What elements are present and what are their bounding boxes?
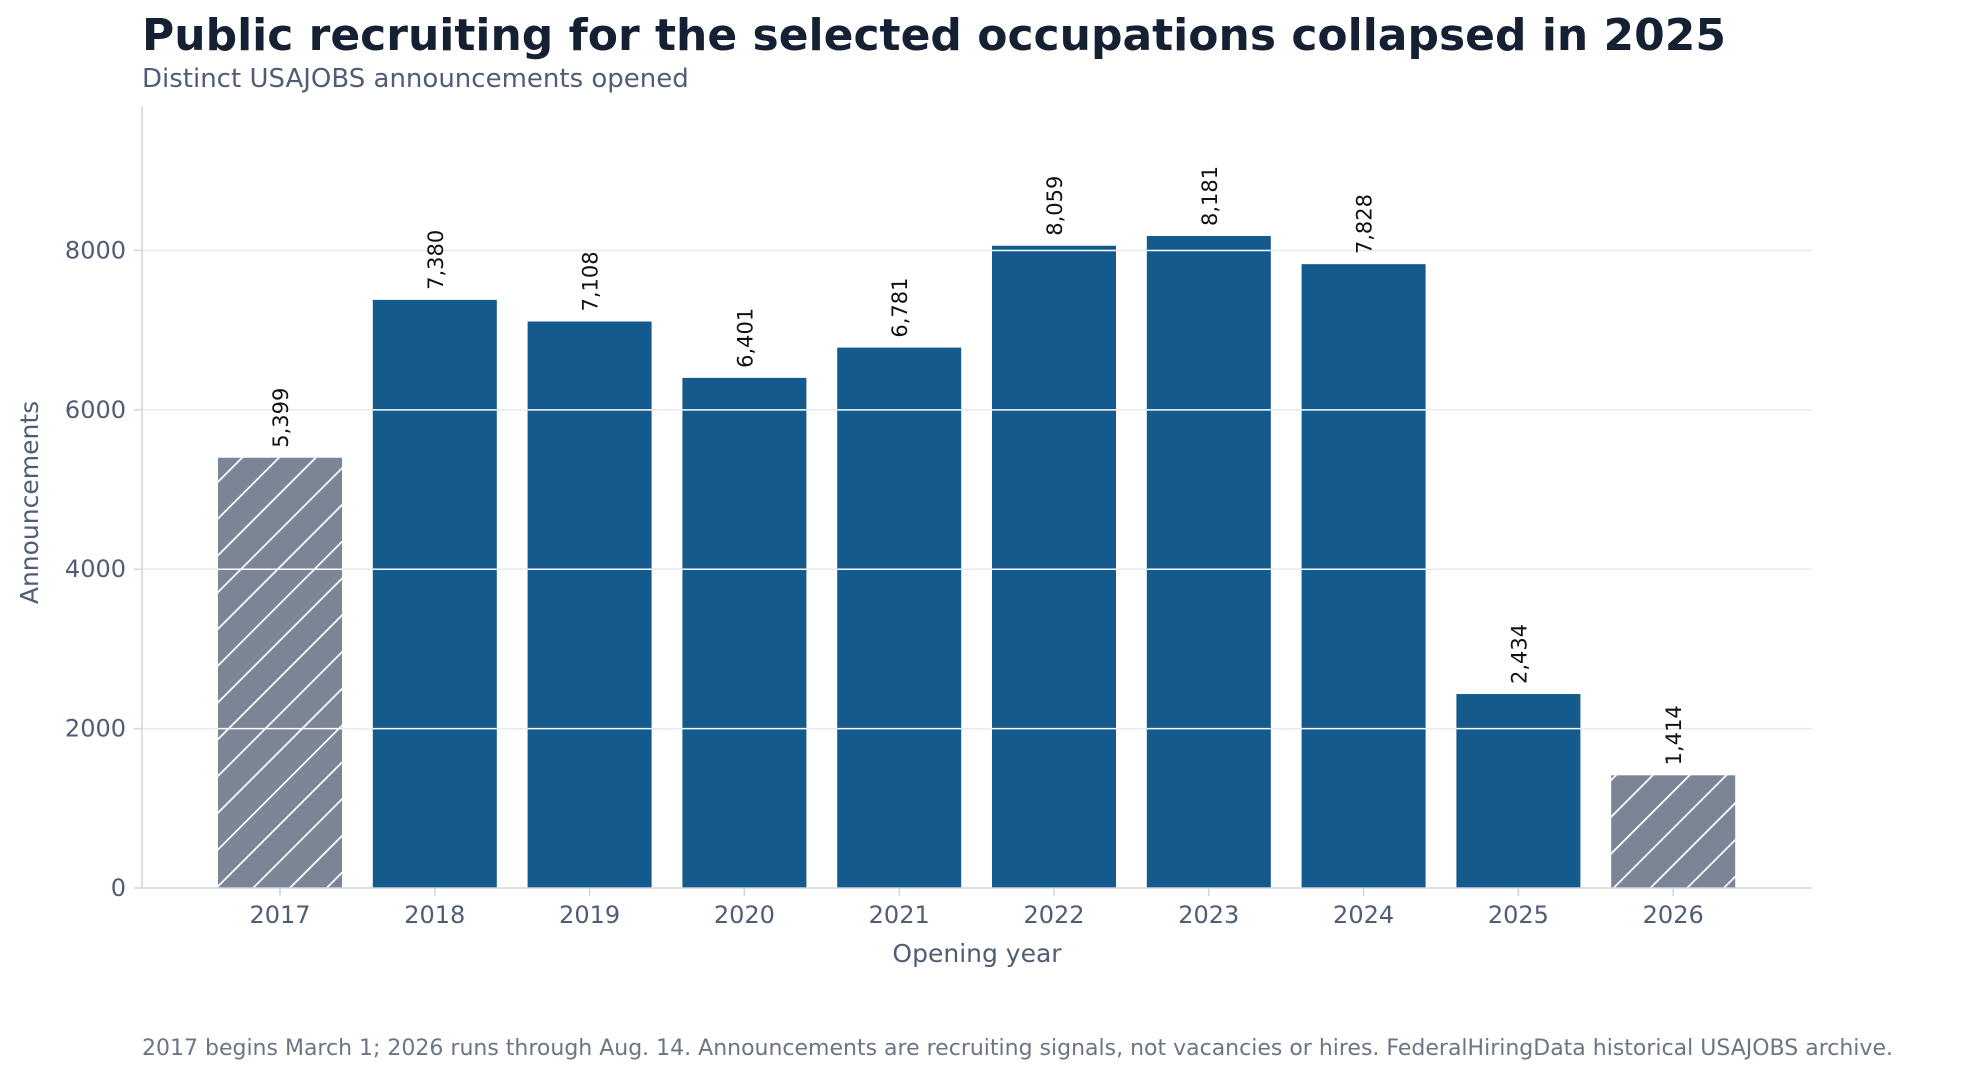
data-labels: 5,399 7,380 7,108 6,401 6,781 8,059 8,181 7,828… (269, 166, 1686, 765)
x-tick-label: 2025 (1488, 901, 1549, 929)
x-tick-label: 2017 (249, 901, 310, 929)
x-axis-title: Opening year (892, 939, 1062, 968)
y-tick-label: 2000 (65, 715, 126, 743)
bar-2021 (837, 347, 962, 888)
bar-2019 (527, 321, 652, 889)
x-tick-label: 2024 (1333, 901, 1394, 929)
y-tick-label: 0 (111, 874, 126, 902)
y-tick-label: 8000 (65, 236, 126, 264)
x-tick-label: 2020 (714, 901, 775, 929)
data-label-2025: 2,434 (1507, 624, 1531, 684)
footnote: 2017 begins March 1; 2026 runs through A… (142, 1036, 1893, 1061)
data-label-2026: 1,414 (1662, 705, 1686, 765)
bar-2026 (1611, 775, 1736, 888)
x-tick-label: 2018 (404, 901, 465, 929)
bars (218, 236, 1736, 889)
data-label-2017: 5,399 (269, 388, 293, 448)
data-label-2021: 6,781 (888, 277, 912, 337)
x-tick-label: 2023 (1178, 901, 1239, 929)
data-label-2019: 7,108 (579, 251, 603, 311)
chart-title: Public recruiting for the selected occup… (142, 10, 1727, 61)
x-tick-label: 2019 (559, 901, 620, 929)
axes (141, 107, 1812, 889)
bar-2022 (992, 245, 1116, 888)
chart-subtitle: Distinct USAJOBS announcements opened (142, 64, 689, 94)
x-tick-label: 2022 (1023, 901, 1084, 929)
ticks: 0 2000 4000 6000 8000 2017 2018 2019 2020 2021 202… (65, 236, 1704, 929)
y-tick-label: 6000 (65, 396, 126, 424)
data-label-2018: 7,380 (424, 230, 448, 290)
bar-2023 (1146, 236, 1271, 888)
bar-gridline-overlay (218, 249, 1581, 730)
data-label-2023: 8,181 (1198, 166, 1222, 226)
y-axis-title: Announcements (15, 401, 44, 604)
bar-2018 (372, 299, 497, 888)
bar-2024 (1301, 264, 1426, 888)
data-label-2022: 8,059 (1043, 176, 1067, 236)
data-label-2020: 6,401 (733, 308, 757, 368)
x-tick-label: 2026 (1643, 901, 1704, 929)
y-tick-label: 4000 (65, 555, 126, 583)
x-tick-label: 2021 (869, 901, 930, 929)
data-label-2024: 7,828 (1353, 194, 1377, 254)
bar-2025 (1456, 694, 1581, 888)
bar-2020 (682, 377, 807, 888)
bar-2017 (218, 457, 342, 888)
